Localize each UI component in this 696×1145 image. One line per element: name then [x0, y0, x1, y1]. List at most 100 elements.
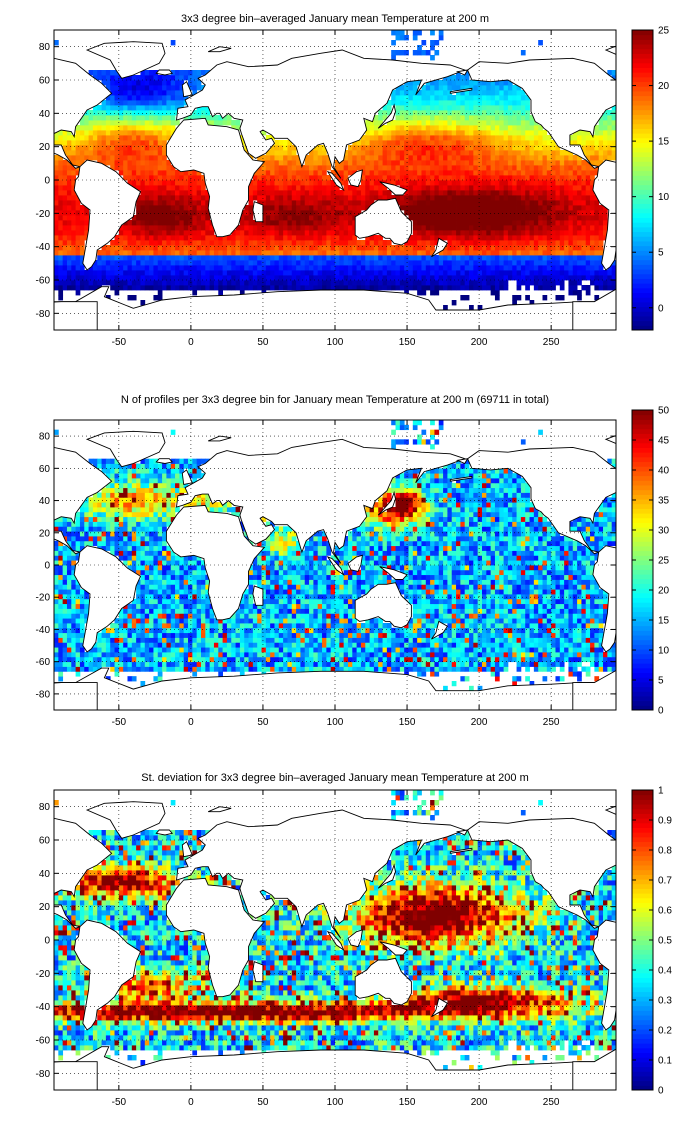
data-cell [421, 667, 426, 672]
data-cell [158, 235, 163, 240]
data-cell [430, 667, 435, 672]
data-cell [573, 200, 578, 205]
data-cell [434, 115, 439, 120]
data-cell [499, 647, 504, 652]
data-cell [460, 647, 465, 652]
data-cell [249, 215, 254, 220]
data-cell [106, 270, 111, 275]
data-cell [205, 255, 210, 260]
data-cell [283, 285, 288, 290]
data-cell [400, 662, 405, 667]
data-cell [149, 115, 154, 120]
data-cell [374, 120, 379, 125]
data-cell [434, 210, 439, 215]
data-cell [300, 205, 305, 210]
data-cell [292, 150, 297, 155]
data-cell [58, 230, 63, 235]
data-cell [460, 240, 465, 245]
data-cell [162, 140, 167, 145]
data-cell [387, 160, 392, 165]
data-cell [119, 260, 124, 265]
data-cell [521, 165, 526, 170]
data-cell [175, 280, 180, 285]
data-cell [404, 210, 409, 215]
data-cell [132, 285, 137, 290]
data-cell [538, 270, 543, 275]
data-cell [283, 195, 288, 200]
data-cell [469, 210, 474, 215]
data-cell [71, 250, 76, 255]
data-cell [127, 85, 132, 90]
data-cell [257, 265, 262, 270]
data-cell [257, 647, 262, 652]
data-cell [153, 245, 158, 250]
data-cell [430, 150, 435, 155]
data-cell [486, 270, 491, 275]
data-cell [404, 140, 409, 145]
data-cell [590, 200, 595, 205]
data-cell [149, 160, 154, 165]
data-cell [175, 235, 180, 240]
data-cell [175, 245, 180, 250]
data-cell [127, 265, 132, 270]
data-cell [192, 280, 197, 285]
data-cell [166, 245, 171, 250]
data-cell [331, 230, 336, 235]
data-cell [473, 155, 478, 160]
data-cell [396, 662, 401, 667]
data-cell [478, 95, 483, 100]
data-cell [67, 657, 72, 662]
data-cell [434, 260, 439, 265]
data-cell [469, 160, 474, 165]
data-cell [482, 115, 487, 120]
data-cell [387, 270, 392, 275]
data-cell [577, 676, 582, 681]
colorbar-segment [632, 269, 653, 274]
data-cell [218, 240, 223, 245]
data-cell [404, 120, 409, 125]
data-cell [517, 647, 522, 652]
data-cell [469, 125, 474, 130]
data-cell [175, 80, 180, 85]
data-cell [171, 280, 176, 285]
data-cell [486, 100, 491, 105]
data-cell [153, 195, 158, 200]
data-cell [564, 210, 569, 215]
data-cell [551, 240, 556, 245]
data-cell [192, 662, 197, 667]
data-cell [443, 180, 448, 185]
data-cell [162, 170, 167, 175]
data-cell [469, 200, 474, 205]
data-cell [447, 240, 452, 245]
data-cell [210, 240, 215, 245]
data-cell [560, 652, 565, 657]
data-cell [491, 195, 496, 200]
data-cell [158, 150, 163, 155]
data-cell [426, 647, 431, 652]
data-cell [400, 200, 405, 205]
data-cell [568, 195, 573, 200]
data-cell [417, 652, 422, 657]
data-cell [344, 205, 349, 210]
data-cell [590, 140, 595, 145]
data-cell [370, 270, 375, 275]
data-cell [400, 170, 405, 175]
data-cell [140, 175, 145, 180]
data-cell [140, 225, 145, 230]
data-cell [495, 255, 500, 260]
data-cell [63, 230, 68, 235]
data-cell [447, 110, 452, 115]
data-cell [132, 140, 137, 145]
data-cell [486, 85, 491, 90]
data-cell [115, 85, 120, 90]
data-cell [551, 195, 556, 200]
data-cell [517, 285, 522, 290]
data-cell [171, 180, 176, 185]
data-cell [149, 110, 154, 115]
data-cell [400, 270, 405, 275]
data-cell [279, 190, 284, 195]
data-cell [140, 140, 145, 145]
data-cell [309, 155, 314, 160]
data-cell [266, 285, 271, 290]
data-cell [283, 662, 288, 667]
